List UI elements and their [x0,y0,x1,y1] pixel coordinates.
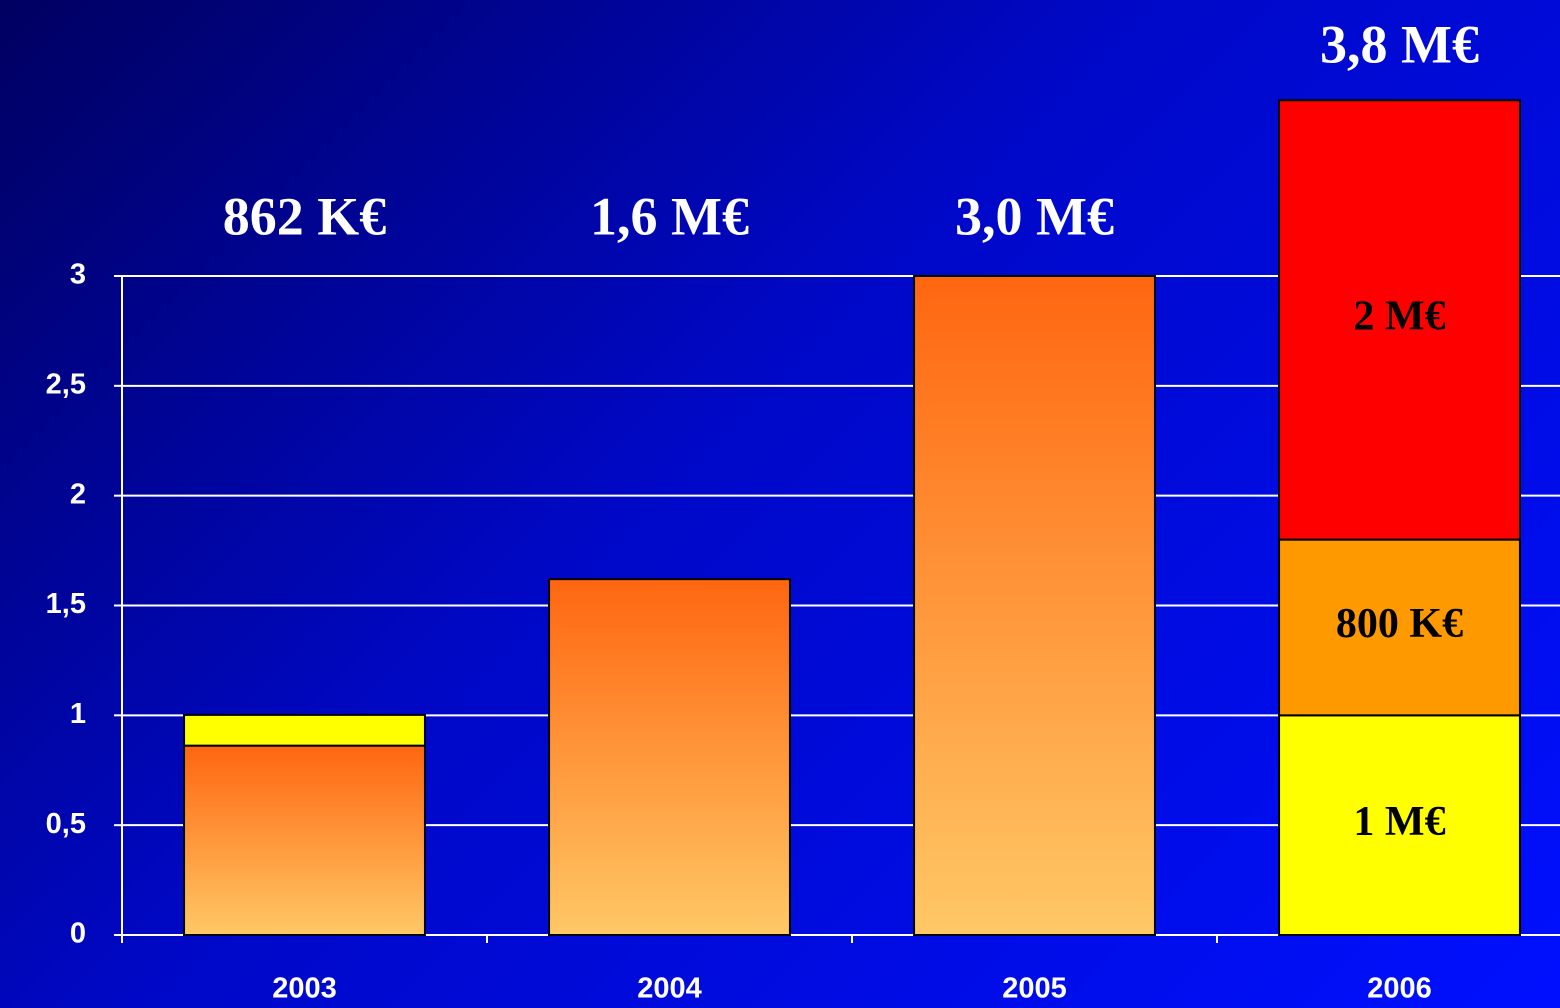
bar-segment [548,578,791,936]
data-label: 1,6 M€ [590,186,749,246]
y-tick-label: 2 [70,478,86,510]
data-label: 1 M€ [1353,799,1445,845]
bar-segment [183,713,426,747]
x-tick-label: 2004 [637,973,702,1005]
x-tick-label: 2006 [1367,973,1432,1005]
data-label: 800 K€ [1336,601,1463,647]
y-tick-label: 1,5 [46,588,86,620]
bar-segment [913,275,1156,936]
data-label: 862 K€ [223,186,387,246]
x-tick-label: 2003 [272,973,337,1005]
bar-segment [1278,99,1521,541]
y-tick-label: 3 [70,259,86,291]
y-tick-label: 0 [70,918,86,950]
total-label: 3,8 M€ [1320,15,1479,75]
bar-segment [183,744,426,936]
data-label: 2 M€ [1353,294,1445,340]
x-tick-label: 2005 [1002,973,1067,1005]
y-tick-label: 0,5 [46,808,86,840]
y-tick-label: 2,5 [46,368,86,400]
data-label: 3,0 M€ [955,186,1114,246]
y-tick-label: 1 [70,698,86,730]
